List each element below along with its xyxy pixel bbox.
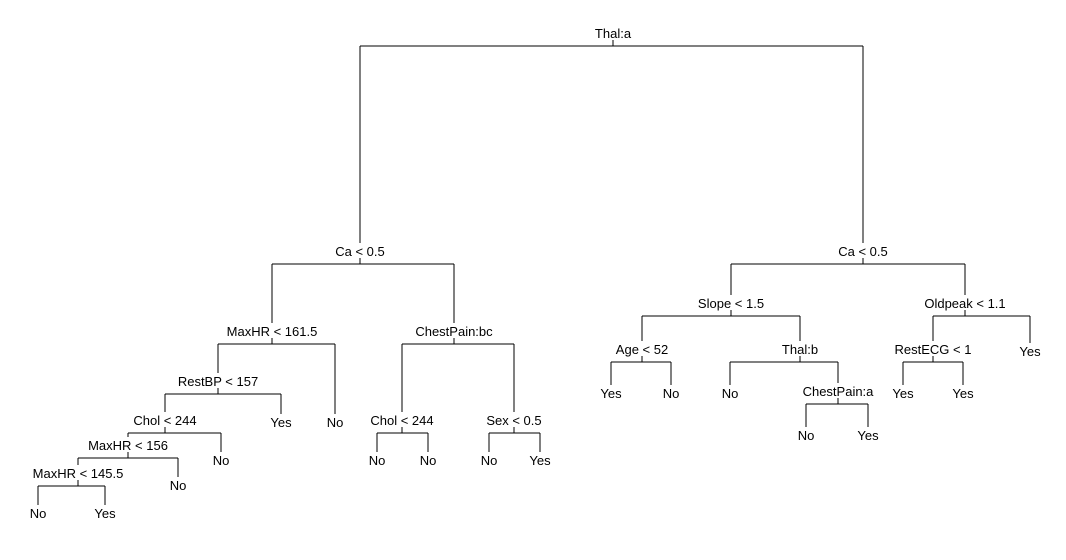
decision-tree: Thal:a Ca < 0.5 MaxHR < 161.5 RestBP < 157 C… — [0, 0, 1066, 560]
tree-leaf: No — [663, 386, 680, 401]
tree-leaf: No — [30, 506, 47, 521]
tree-leaf: Yes — [1019, 344, 1041, 359]
tree-node-label: RestBP < 157 — [178, 374, 258, 389]
tree-node-label: ChestPain:a — [803, 384, 875, 399]
tree-leaf: No — [327, 415, 344, 430]
tree-leaf: No — [170, 478, 187, 493]
tree-leaf: No — [213, 453, 230, 468]
tree-node-label: Chol < 244 — [370, 413, 433, 428]
tree-node-label: MaxHR < 161.5 — [227, 324, 318, 339]
tree-leaf: Yes — [270, 415, 292, 430]
tree-leaf: Yes — [94, 506, 116, 521]
tree-leaf: No — [798, 428, 815, 443]
tree-node-label: RestECG < 1 — [895, 342, 972, 357]
tree-leaf: Yes — [892, 386, 914, 401]
tree-leaf: Yes — [952, 386, 974, 401]
tree-node-label: Chol < 244 — [133, 413, 196, 428]
tree-node-label: Ca < 0.5 — [838, 244, 888, 259]
tree-leaf: No — [369, 453, 386, 468]
tree-leaf: No — [481, 453, 498, 468]
tree-node-label: Thal:a — [595, 26, 632, 41]
tree-node-label: MaxHR < 156 — [88, 438, 168, 453]
tree-node-label: Oldpeak < 1.1 — [924, 296, 1005, 311]
tree-node-label: MaxHR < 145.5 — [33, 466, 124, 481]
tree-leaf: Yes — [600, 386, 622, 401]
tree-leaf: Yes — [529, 453, 551, 468]
tree-node-label: Age < 52 — [616, 342, 668, 357]
tree-node-label: Ca < 0.5 — [335, 244, 385, 259]
tree-node-label: Thal:b — [782, 342, 818, 357]
tree-leaf: Yes — [857, 428, 879, 443]
tree-leaf: No — [420, 453, 437, 468]
tree-leaf: No — [722, 386, 739, 401]
tree-node-label: Slope < 1.5 — [698, 296, 764, 311]
tree-node-label: Sex < 0.5 — [486, 413, 541, 428]
tree-node-label: ChestPain:bc — [415, 324, 493, 339]
